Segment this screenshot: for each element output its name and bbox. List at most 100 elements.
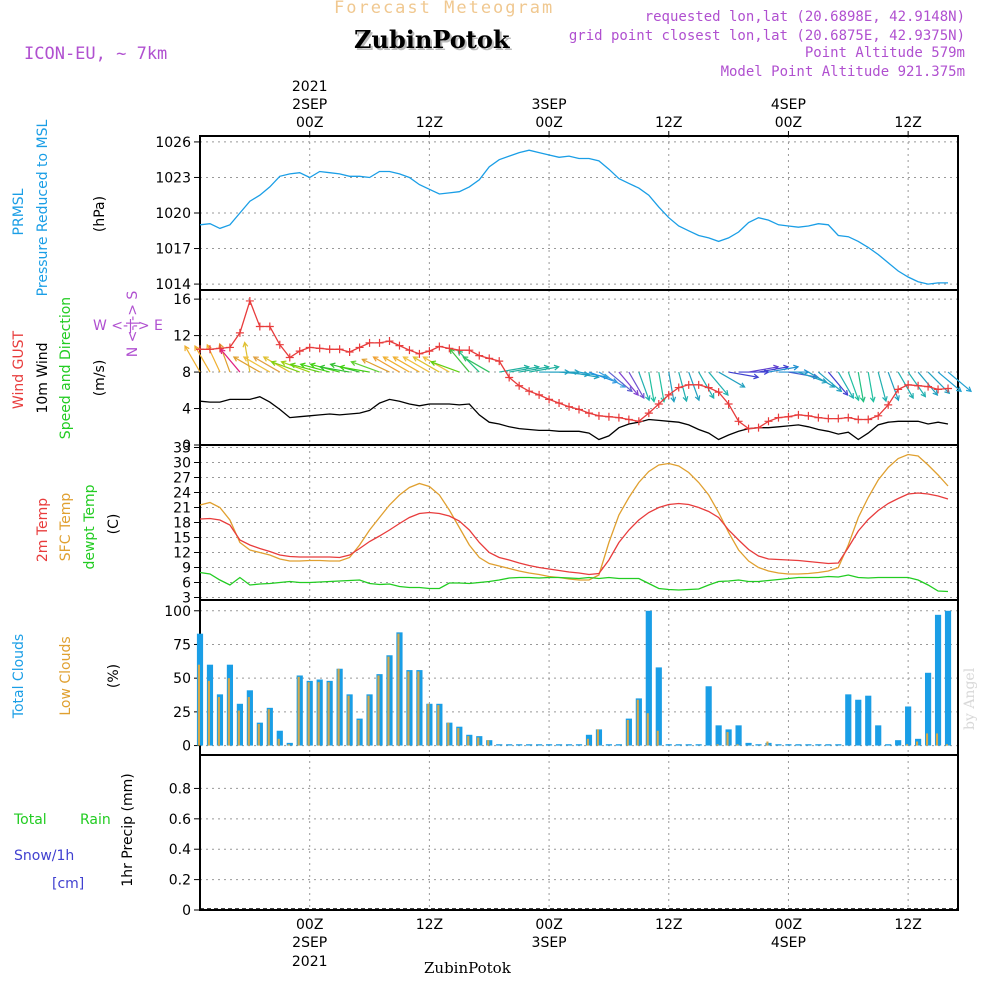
wind-arrow-head xyxy=(219,348,226,355)
total-clouds-bar xyxy=(855,699,862,746)
wind-arrow xyxy=(877,371,887,402)
wind-gust-marker xyxy=(614,413,623,422)
wind-arrow xyxy=(413,356,440,373)
wind-arrow-head xyxy=(194,344,200,352)
requested-coords: requested lon,lat (20.6898E, 42.9148N) xyxy=(644,9,965,25)
total-clouds-bar xyxy=(845,694,852,746)
closest-coords: grid point closest lon,lat (20.6875E, 42… xyxy=(568,28,965,44)
wind-gust-marker xyxy=(535,390,544,399)
total-clouds-bar xyxy=(675,744,682,746)
wind-arrow xyxy=(290,363,320,373)
wind-arrow xyxy=(430,361,460,373)
wind-arrow-head xyxy=(882,396,888,403)
wind-arrow-head xyxy=(956,386,962,393)
low-clouds-bar xyxy=(217,697,220,746)
wind-gust-marker xyxy=(834,414,843,423)
wind-gust-marker xyxy=(196,345,204,354)
compass-we: W <-|-> E xyxy=(93,318,163,334)
wind-arrow xyxy=(867,371,875,402)
wind-arrow-head xyxy=(372,356,379,362)
temp-2m-label: 2m Temp xyxy=(35,498,51,562)
low-clouds-bar xyxy=(377,675,380,746)
total-clouds-bar xyxy=(476,736,483,746)
wind-gust-marker xyxy=(575,405,583,414)
pressure-unit: (hPa) xyxy=(92,196,108,232)
wind-gust-marker xyxy=(744,424,753,433)
wind-gust-marker xyxy=(415,349,424,358)
low-clouds-bar xyxy=(397,633,400,746)
wind-arrow-head xyxy=(908,393,914,400)
wind-gust-marker xyxy=(525,387,534,396)
x-date-label-top: 4SEP xyxy=(771,97,806,113)
x-year-label-bottom: 2021 xyxy=(292,954,328,970)
wind-arrow xyxy=(808,371,835,388)
wind-arrow xyxy=(578,371,609,378)
wind-gust-marker xyxy=(395,341,404,350)
low-clouds-bar xyxy=(317,682,320,746)
y-tick-label-clouds: 0 xyxy=(182,739,191,755)
wind-gust-marker xyxy=(255,322,264,331)
low-clouds-bar xyxy=(267,709,270,746)
low-clouds-bar xyxy=(586,738,589,746)
wind-arrow-head xyxy=(350,360,357,366)
total-clouds-bar xyxy=(416,670,423,746)
total-clouds-label: Total Clouds xyxy=(11,634,27,719)
wind-arrow-head xyxy=(739,382,746,388)
precip-snow-label: Snow/1h xyxy=(14,848,74,864)
x-tick-label-top: 12Z xyxy=(894,115,921,131)
total-clouds-bar xyxy=(655,667,662,746)
wind-gust-marker xyxy=(664,390,673,399)
low-clouds-bar xyxy=(427,703,430,746)
total-clouds-bar xyxy=(665,744,672,746)
low-clouds-bar xyxy=(766,741,769,746)
wind-arrow xyxy=(449,348,470,373)
wind-arrow-head xyxy=(402,356,409,362)
wind-gust-marker xyxy=(704,383,713,392)
wind-arrow xyxy=(263,356,291,373)
total-clouds-bar xyxy=(715,725,722,746)
wind-gust-marker xyxy=(375,338,384,347)
wind-gust-marker xyxy=(555,399,564,408)
wind-arrow-head xyxy=(218,342,224,349)
y-tick-label-temp: 27 xyxy=(173,471,191,487)
wind-arrow xyxy=(300,363,330,373)
precip-unit-label: 1hr Precip (mm) xyxy=(120,773,136,886)
wind-gust-marker xyxy=(814,413,823,422)
clouds-unit: (%) xyxy=(106,664,122,688)
wind-gust-marker xyxy=(874,411,883,420)
wind-arrow-head xyxy=(553,364,560,371)
gust-label: Wind GUST xyxy=(11,330,27,409)
wind-arrow-head xyxy=(723,390,729,396)
wind-gust-marker xyxy=(245,296,254,305)
wind-gust-marker xyxy=(934,385,943,394)
wind-arrow-head xyxy=(694,395,701,402)
x-tick-label-bottom: 00Z xyxy=(775,917,802,933)
y-tick-label-temp: 18 xyxy=(173,516,191,532)
wind-arrow-head xyxy=(709,393,715,400)
low-clouds-bar xyxy=(916,741,919,746)
y-tick-label-precip: 0.2 xyxy=(169,873,191,889)
wind-arrow-head xyxy=(299,362,306,369)
wind-arrow xyxy=(233,356,261,373)
pressure-line xyxy=(199,149,948,285)
low-clouds-bar xyxy=(237,710,240,746)
x-tick-label-top: 00Z xyxy=(296,115,323,131)
wind-arrow xyxy=(768,366,799,373)
total-clouds-bar xyxy=(934,614,942,746)
wind-gust-marker xyxy=(485,354,494,363)
wind-arrow-head xyxy=(412,356,419,362)
wind-gust-marker xyxy=(355,343,364,352)
wind-arrow xyxy=(608,371,633,392)
wind-arrow xyxy=(748,366,779,373)
wind-gust-marker xyxy=(674,383,683,392)
wind-arrow xyxy=(243,356,271,373)
wind-gust-marker xyxy=(285,353,294,362)
wind-gust-marker xyxy=(405,346,414,355)
wind-arrow-head xyxy=(462,356,469,362)
wind-arrow xyxy=(937,371,962,392)
y-tick-label-temp: 24 xyxy=(173,486,191,502)
wind-arrow xyxy=(184,345,201,373)
wind-arrow xyxy=(339,366,370,373)
total-clouds-bar xyxy=(805,744,812,746)
wind-arrow-head xyxy=(626,386,633,393)
